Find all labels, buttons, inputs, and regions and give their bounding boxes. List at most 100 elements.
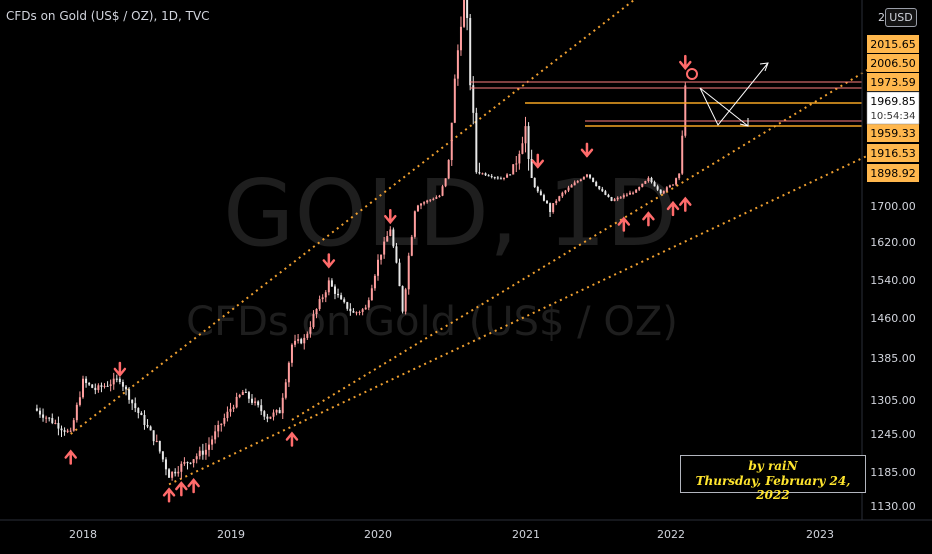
candle-body xyxy=(441,186,444,196)
level-tag-label: 2015.65 xyxy=(870,38,916,51)
candle-body xyxy=(201,450,204,455)
candle-body xyxy=(370,288,373,301)
candle-body xyxy=(487,175,490,177)
candle-body xyxy=(579,179,582,181)
candle-body xyxy=(349,308,352,312)
candle-body xyxy=(168,469,171,478)
currency-badge[interactable]: USD xyxy=(885,8,917,27)
candle-body xyxy=(72,420,75,431)
level-tag-bg xyxy=(867,144,919,162)
time-tick-label: 2023 xyxy=(806,528,834,541)
level-tag-bg xyxy=(867,73,919,91)
candle-body xyxy=(195,456,198,460)
level-tag-label: 2006.50 xyxy=(870,57,916,70)
candle-body xyxy=(373,275,376,289)
candle-body xyxy=(358,311,361,313)
candle-body xyxy=(558,196,561,201)
candle-body xyxy=(502,177,505,179)
candle-body xyxy=(493,177,496,179)
candle-body xyxy=(294,340,297,345)
candle-body xyxy=(269,416,272,419)
price-tick-label: 1385.00 xyxy=(870,352,916,365)
candle-body xyxy=(542,195,545,201)
candle-body xyxy=(447,160,450,179)
chart-title: CFDs on Gold (US$ / OZ), 1D, TVC xyxy=(6,9,210,23)
reversal-arrow-shape xyxy=(322,253,336,269)
candle-body xyxy=(85,378,88,383)
candle-body xyxy=(432,198,435,200)
candle-body xyxy=(343,299,346,303)
candle-body xyxy=(625,194,628,196)
reversal-arrow-up xyxy=(642,211,655,227)
reversal-arrow-shape xyxy=(679,196,692,212)
candle-body xyxy=(318,299,321,309)
candle-body xyxy=(413,211,416,237)
candle-body xyxy=(367,300,370,308)
candle-body xyxy=(582,176,585,180)
signature-box: by raiN Thursday, February 24, 2022 xyxy=(680,455,866,502)
candle-body xyxy=(128,389,131,400)
reversal-arrow-up xyxy=(162,487,176,503)
candle-body xyxy=(324,292,327,298)
candle-body xyxy=(450,122,453,161)
candle-body xyxy=(229,408,232,412)
candle-body xyxy=(401,286,404,312)
candle-body xyxy=(561,192,564,197)
signature-date: Thursday, February 24, 2022 xyxy=(695,474,851,502)
candle-body xyxy=(204,449,207,455)
candle-body xyxy=(241,391,244,395)
candle-body xyxy=(438,195,441,198)
reversal-arrow-down xyxy=(531,153,545,169)
candle-body xyxy=(429,199,432,201)
candle-body xyxy=(155,440,158,442)
candle-body xyxy=(539,191,542,196)
reversal-arrow-shape xyxy=(64,449,77,465)
candle-body xyxy=(392,229,395,247)
price-tick-label: 1305.00 xyxy=(870,394,916,407)
candle-body xyxy=(106,385,109,387)
level-tag-bg xyxy=(867,124,919,142)
candle-body xyxy=(638,187,641,190)
candle-body xyxy=(315,308,318,315)
candle-body xyxy=(398,262,401,287)
price-tick-label: 1460.00 xyxy=(870,312,916,325)
candle-body xyxy=(164,459,167,470)
candle-body xyxy=(275,410,278,413)
candle-body xyxy=(395,246,398,263)
candle-body xyxy=(131,399,134,404)
candle-body xyxy=(137,408,140,413)
candle-body xyxy=(499,178,502,180)
countdown-label: 10:54:34 xyxy=(871,111,916,122)
projection-up xyxy=(699,62,769,126)
candle-body xyxy=(377,259,379,276)
candle-body xyxy=(592,177,595,182)
candle-body xyxy=(115,378,118,380)
candle-body xyxy=(78,397,81,405)
candle-body xyxy=(435,197,438,199)
candle-body xyxy=(254,401,257,403)
candle-body xyxy=(260,405,263,412)
candle-body xyxy=(469,17,472,86)
reversal-arrow-up xyxy=(666,200,680,217)
question-marker xyxy=(686,68,698,80)
candle-body xyxy=(459,26,462,51)
candle-body xyxy=(66,430,69,432)
candle-body xyxy=(278,410,281,414)
candle-body xyxy=(444,178,447,187)
candle-body xyxy=(189,462,192,464)
candle-body xyxy=(665,187,668,191)
candle-body xyxy=(650,177,653,183)
time-tick-label: 2022 xyxy=(657,528,685,541)
candle-body xyxy=(303,337,306,344)
candle-body xyxy=(512,164,515,175)
candle-body xyxy=(198,450,201,457)
candle-body xyxy=(530,158,533,178)
candle-body xyxy=(361,309,364,312)
reversal-arrow-down xyxy=(679,54,692,71)
candle-body xyxy=(567,187,570,191)
candle-body xyxy=(518,153,521,164)
candle-body xyxy=(668,185,671,188)
price-tick-label: 1700.00 xyxy=(870,200,916,213)
